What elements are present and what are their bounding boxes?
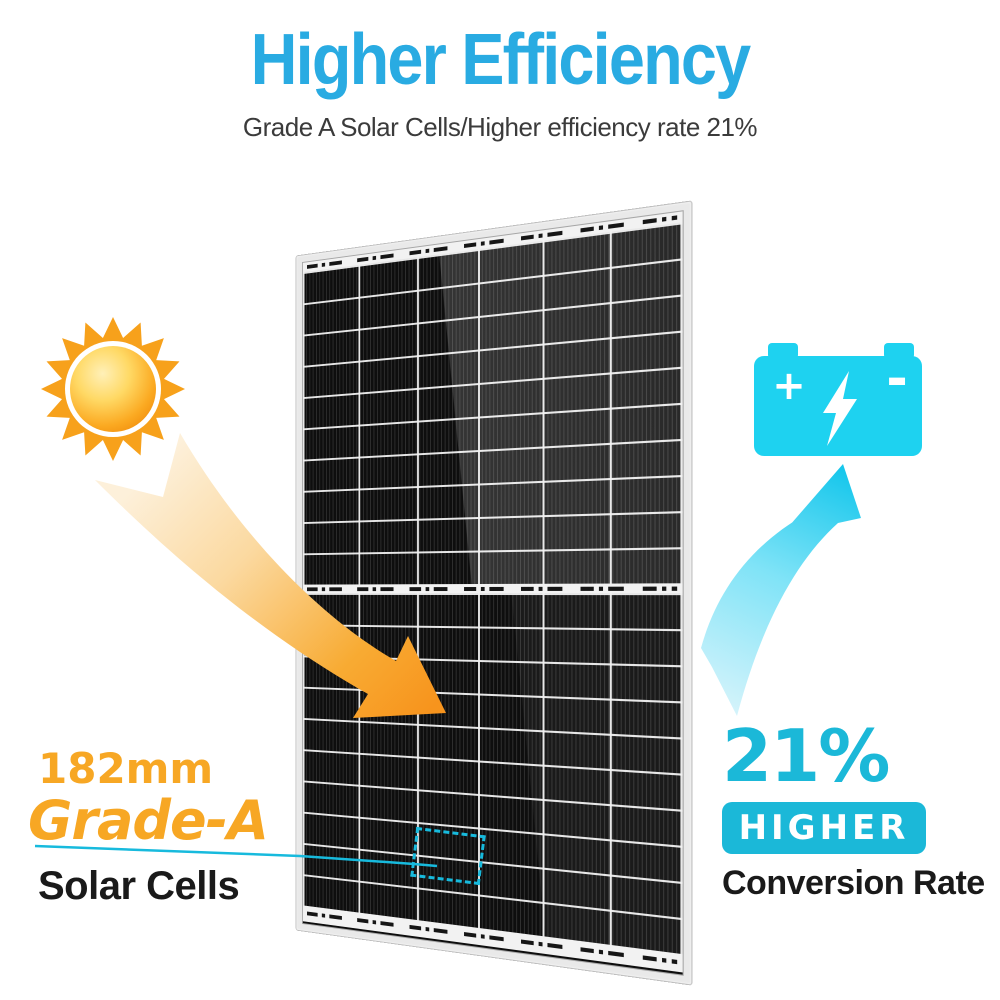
- conversion-rate-label: Conversion Rate: [722, 866, 985, 900]
- left-callout: 182mm Grade-A Solar Cells: [38, 748, 268, 906]
- conversion-percent-value: 21%: [722, 720, 985, 792]
- sunlight-arrow-icon: [95, 433, 446, 718]
- cell-size-label: 182mm: [38, 748, 268, 790]
- cell-highlight-box: [410, 827, 486, 885]
- right-callout: 21% HIGHER Conversion Rate: [722, 720, 985, 900]
- battery-plus-label: +: [772, 363, 806, 409]
- cell-type-label: Solar Cells: [38, 866, 268, 906]
- battery-icon: + -: [754, 343, 922, 456]
- sun-icon: [41, 317, 185, 461]
- battery-minus-label: -: [886, 349, 908, 409]
- solar-panel-infographic: Higher Efficiency Grade A Solar Cells/Hi…: [0, 0, 1000, 1000]
- energy-arrow-icon: [701, 464, 861, 716]
- higher-badge: HIGHER: [722, 802, 926, 854]
- cell-grade-label: Grade-A: [28, 794, 268, 848]
